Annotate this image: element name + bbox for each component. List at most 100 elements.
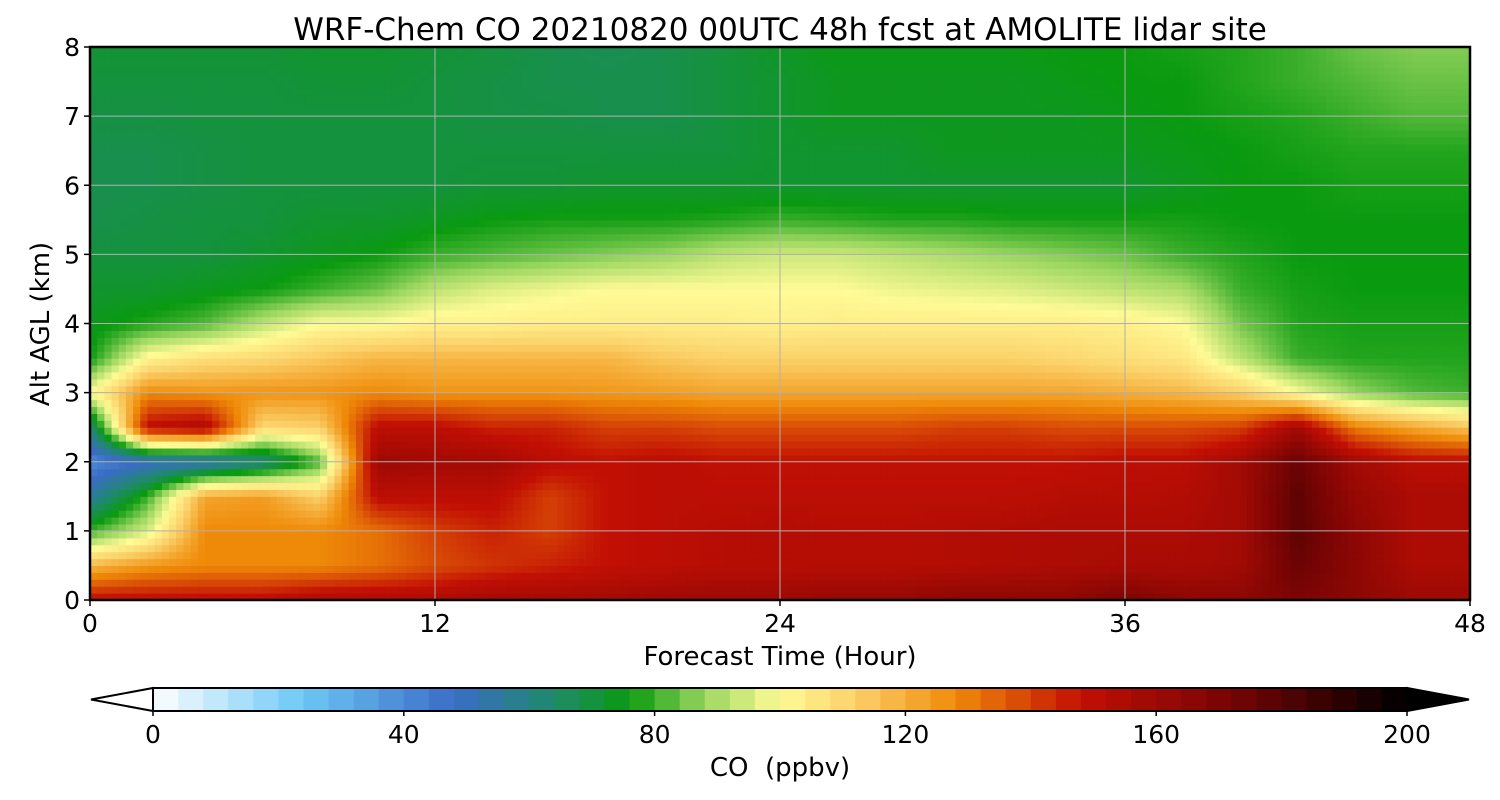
heatmap-cell [312,523,321,532]
heatmap-cell [305,81,314,90]
heatmap-cell [291,371,300,380]
heatmap-cell [499,378,508,387]
heatmap-cell [219,593,228,600]
heatmap-cell [377,454,386,463]
heatmap-cell [456,205,465,214]
heatmap-cell [499,364,508,373]
heatmap-cell [499,67,508,76]
heatmap-cell [226,316,235,325]
heatmap-cell [420,489,429,497]
heatmap-cell [355,503,364,511]
heatmap-cell [499,219,508,228]
heatmap-cell [391,67,400,76]
heatmap-cell [327,164,335,173]
heatmap-cell [370,88,379,96]
heatmap-cell [305,240,314,249]
heatmap-cell [104,351,113,359]
heatmap-cell [470,268,479,276]
heatmap-cell [320,572,328,580]
heatmap-cell [377,330,386,338]
heatmap-cell [528,185,537,193]
heatmap-cell [499,586,508,594]
heatmap-cell [420,482,429,490]
heatmap-cell [427,268,436,276]
heatmap-cell [442,371,450,380]
heatmap-cell [528,60,537,69]
heatmap-cell [334,551,343,560]
heatmap-cell [276,275,285,283]
heatmap-cell [470,171,479,179]
heatmap-cell [341,157,350,166]
heatmap-cell [298,240,307,249]
heatmap-cell [413,420,422,428]
heatmap-cell [147,344,156,352]
heatmap-cell [190,219,199,228]
heatmap-cell [463,572,472,580]
heatmap-cell [463,88,472,96]
heatmap-cell [197,102,206,110]
heatmap-cell [499,330,508,338]
heatmap-cell [276,129,285,138]
heatmap-cell [104,309,113,318]
heatmap-cell [506,551,515,560]
heatmap-cell [298,517,307,525]
heatmap-cell [205,164,213,173]
heatmap-cell [435,261,443,269]
heatmap-cell [161,261,170,269]
heatmap-cell [320,399,328,408]
heatmap-cell [240,468,249,477]
heatmap-cell [406,261,415,269]
heatmap-cell [97,503,105,511]
heatmap-cell [514,351,522,359]
heatmap-cell [219,468,228,477]
heatmap-cell [154,226,163,235]
heatmap-cell [169,441,177,449]
heatmap-cell [377,489,386,497]
heatmap-cell [449,178,458,186]
heatmap-cell [219,288,228,297]
heatmap-cell [384,427,393,435]
heatmap-cell [190,185,199,193]
heatmap-cell [248,558,256,567]
heatmap-cell [291,523,300,532]
heatmap-cell [284,88,292,96]
heatmap-cell [406,344,415,352]
heatmap-cell [97,88,105,96]
heatmap-cell [456,212,465,221]
heatmap-cell [334,123,343,131]
heatmap-cell [176,199,185,207]
heatmap-cell [370,385,379,394]
heatmap-cell [348,261,357,269]
heatmap-cell [161,530,170,539]
heatmap-cell [305,309,314,318]
heatmap-cell [312,427,321,435]
heatmap-cell [312,586,321,594]
heatmap-cell [312,268,321,276]
heatmap-cell [305,392,314,401]
heatmap-cell [485,351,494,359]
heatmap-cell [90,60,98,69]
heatmap-cell [334,461,343,470]
heatmap-cell [255,309,264,318]
heatmap-cell [90,199,98,207]
heatmap-cell [169,510,177,518]
heatmap-cell [118,233,127,242]
heatmap-cell [190,212,199,221]
heatmap-cell [341,164,350,173]
heatmap-cell [399,205,407,214]
heatmap-cell [528,254,537,262]
heatmap-cell [463,351,472,359]
heatmap-cell [118,219,127,228]
heatmap-cell [377,233,386,242]
heatmap-cell [90,447,98,456]
heatmap-cell [363,447,371,456]
heatmap-cell [363,413,371,421]
heatmap-cell [456,275,465,283]
heatmap-cell [406,530,415,539]
heatmap-cell [183,537,192,546]
heatmap-cell [90,482,98,490]
heatmap-cell [111,171,120,179]
heatmap-cell [435,143,443,152]
heatmap-cell [161,295,170,304]
heatmap-cell [341,420,350,428]
